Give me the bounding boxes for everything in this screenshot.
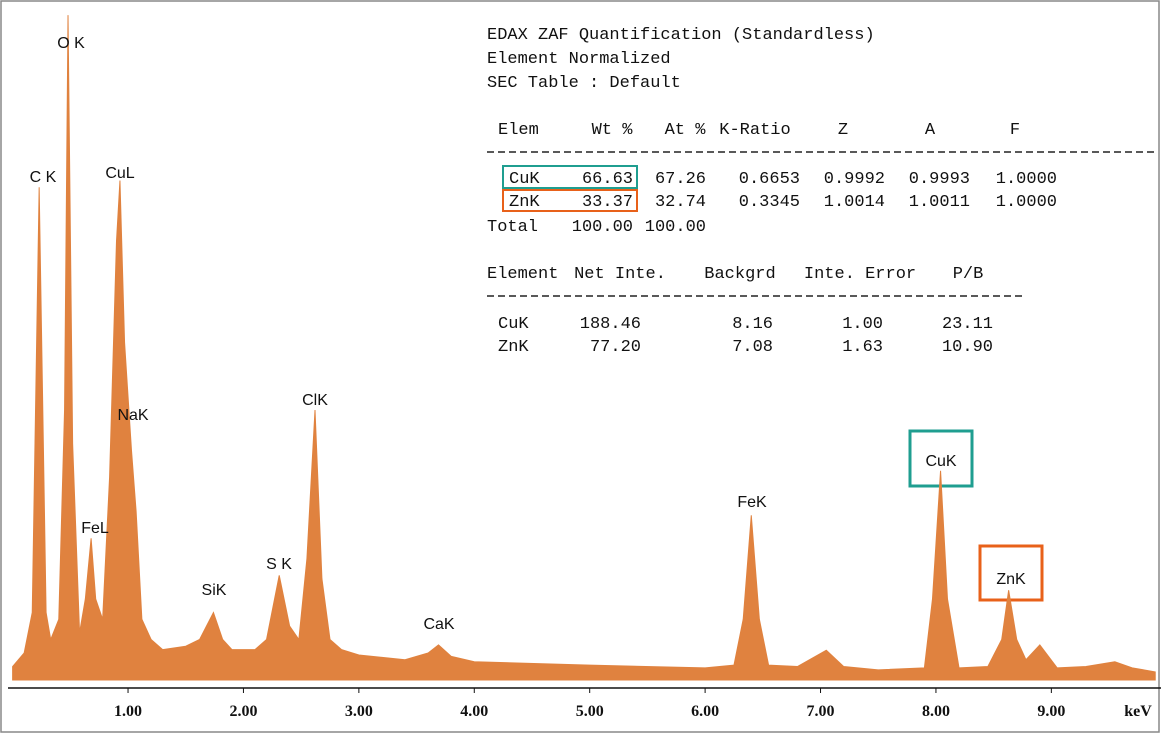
table-cell: 32.74 bbox=[655, 193, 706, 212]
x-tick-label: 2.00 bbox=[229, 703, 257, 720]
table-cell: 0.3345 bbox=[739, 193, 800, 212]
table-cell: 66.63 bbox=[582, 170, 633, 189]
peak-label: NaK bbox=[117, 407, 148, 424]
table-cell: 100.00 bbox=[572, 218, 633, 237]
table-cell: Total bbox=[487, 218, 538, 237]
table-cell: 10.90 bbox=[942, 338, 993, 357]
report-line: EDAX ZAF Quantification (Standardless) bbox=[487, 26, 875, 45]
table-cell: CuK bbox=[509, 170, 540, 189]
table-cell: 7.08 bbox=[732, 338, 773, 357]
table-header: A bbox=[925, 121, 936, 140]
report-line: SEC Table : Default bbox=[487, 74, 681, 93]
table-cell: 188.46 bbox=[580, 315, 641, 334]
peak-label: CaK bbox=[423, 616, 454, 633]
table-cell: 77.20 bbox=[590, 338, 641, 357]
table-cell: 1.63 bbox=[842, 338, 883, 357]
peak-label: CuL bbox=[105, 165, 134, 182]
x-tick-label: 4.00 bbox=[460, 703, 488, 720]
table-header: Z bbox=[838, 121, 848, 140]
table-header: At % bbox=[665, 121, 707, 140]
table-header: K-Ratio bbox=[719, 121, 790, 140]
table-cell: 1.0000 bbox=[996, 170, 1057, 189]
highlight-box bbox=[978, 544, 1044, 602]
table-cell: CuK bbox=[498, 315, 529, 334]
peak-label: FeK bbox=[737, 494, 767, 511]
peak-label: CuK bbox=[925, 453, 956, 470]
table-cell: 1.0000 bbox=[996, 193, 1057, 212]
table-header: Inte. Error bbox=[804, 265, 916, 284]
peak-label: FeL bbox=[81, 520, 109, 537]
x-tick-label: 7.00 bbox=[807, 703, 835, 720]
table-cell: 0.9993 bbox=[909, 170, 970, 189]
peak-label: C K bbox=[30, 169, 57, 186]
table-header: Elem bbox=[498, 121, 539, 140]
table-header: Wt % bbox=[592, 121, 634, 140]
table-cell: 23.11 bbox=[942, 315, 993, 334]
x-tick-label: 8.00 bbox=[922, 703, 950, 720]
table-cell: 100.00 bbox=[645, 218, 706, 237]
peak-label: O K bbox=[57, 35, 85, 52]
x-axis-label: keV bbox=[1124, 703, 1152, 720]
table-header: Element bbox=[487, 265, 558, 284]
highlight-box bbox=[502, 165, 638, 189]
table-cell: ZnK bbox=[509, 193, 540, 212]
table-cell: 33.37 bbox=[582, 193, 633, 212]
spectrum bbox=[12, 15, 1156, 681]
table-cell: 1.0011 bbox=[909, 193, 970, 212]
peak-label: S K bbox=[266, 556, 292, 573]
table-header: Backgrd bbox=[704, 265, 775, 284]
table-cell: 0.9992 bbox=[824, 170, 885, 189]
x-tick-label: 6.00 bbox=[691, 703, 719, 720]
peak-label: SiK bbox=[202, 582, 227, 599]
x-tick-label: 9.00 bbox=[1037, 703, 1065, 720]
peak-label: ClK bbox=[302, 392, 328, 409]
table-cell: 0.6653 bbox=[739, 170, 800, 189]
peak-label: ZnK bbox=[996, 571, 1026, 588]
table-cell: 1.00 bbox=[842, 315, 883, 334]
x-tick-label: 3.00 bbox=[345, 703, 373, 720]
table-cell: 8.16 bbox=[732, 315, 773, 334]
x-tick-label: 1.00 bbox=[114, 703, 142, 720]
table-cell: ZnK bbox=[498, 338, 529, 357]
table-header: P/B bbox=[953, 265, 984, 284]
table-cell: 67.26 bbox=[655, 170, 706, 189]
table-header: F bbox=[1010, 121, 1020, 140]
x-tick-label: 5.00 bbox=[576, 703, 604, 720]
table-cell: 1.0014 bbox=[824, 193, 885, 212]
table-header: Net Inte. bbox=[574, 265, 666, 284]
report-line: Element Normalized bbox=[487, 50, 671, 69]
highlight-box bbox=[502, 189, 638, 212]
